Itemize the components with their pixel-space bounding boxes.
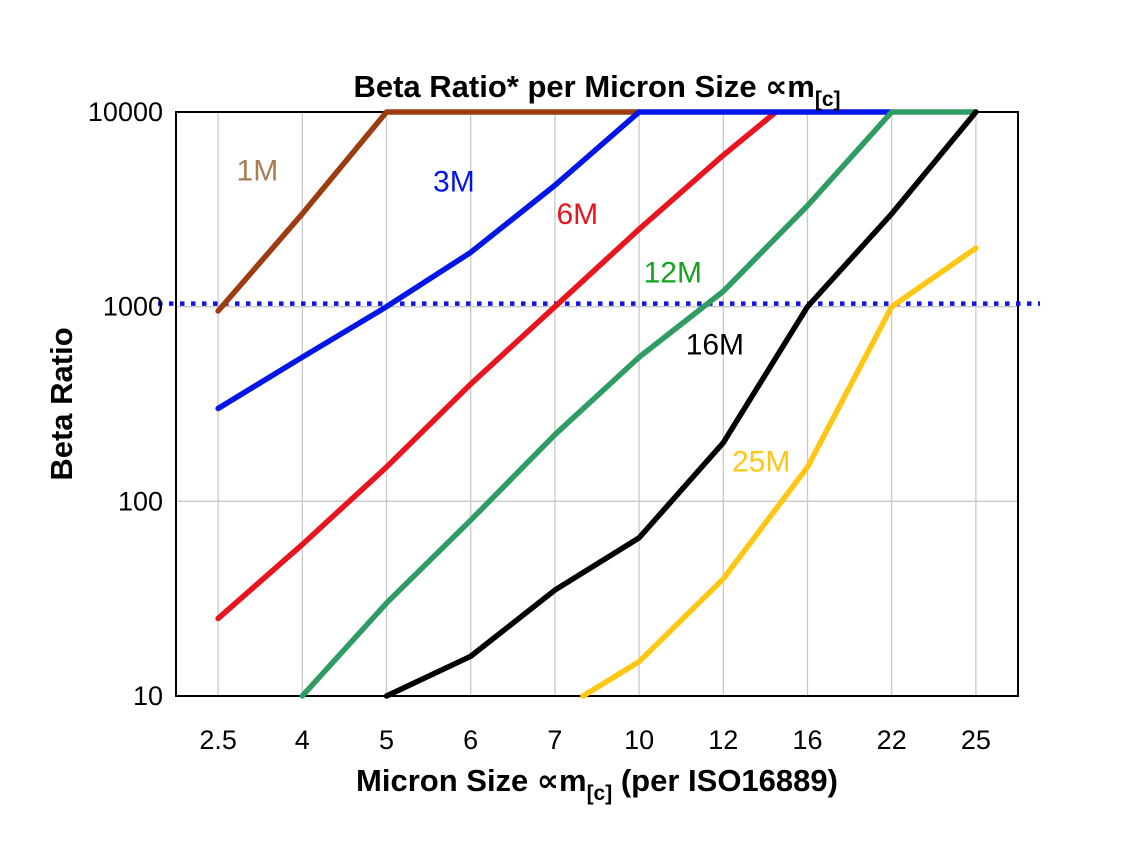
series-label-1M: 1M <box>237 155 279 188</box>
x-tick-label: 10 <box>624 725 654 755</box>
y-tick-label: 10 <box>133 681 163 711</box>
x-tick-label: 4 <box>295 725 310 755</box>
series-label-16M: 16M <box>686 328 744 361</box>
x-tick-label: 25 <box>961 725 991 755</box>
y-tick-label: 10000 <box>88 97 163 127</box>
series-line-6M <box>215 109 779 622</box>
x-tick-label: 5 <box>379 725 394 755</box>
y-tick-label: 1000 <box>103 292 163 322</box>
x-tick-label: 7 <box>547 725 562 755</box>
series-line-3M <box>215 109 895 412</box>
x-tick-label: 6 <box>463 725 478 755</box>
series-line-12M <box>299 109 979 699</box>
y-tick-label: 100 <box>118 486 163 516</box>
y-axis-title: Beta Ratio <box>44 327 79 480</box>
x-tick-label: 2.5 <box>199 725 237 755</box>
series-line-1M <box>215 109 642 314</box>
x-axis-title: Micron Size ∝m[c] (per ISO16889) <box>356 763 838 805</box>
series-label-3M: 3M <box>433 165 475 198</box>
chart-title: Beta Ratio* per Micron Size ∝m[c] <box>353 69 840 111</box>
x-tick-label: 16 <box>792 725 822 755</box>
x-tick-label: 12 <box>708 725 738 755</box>
x-tick-label: 22 <box>877 725 907 755</box>
series-label-6M: 6M <box>557 198 599 231</box>
series-line-16M <box>383 109 979 699</box>
series-label-25M: 25M <box>732 446 790 479</box>
series-line-25M <box>580 245 979 699</box>
series-label-12M: 12M <box>644 256 702 289</box>
